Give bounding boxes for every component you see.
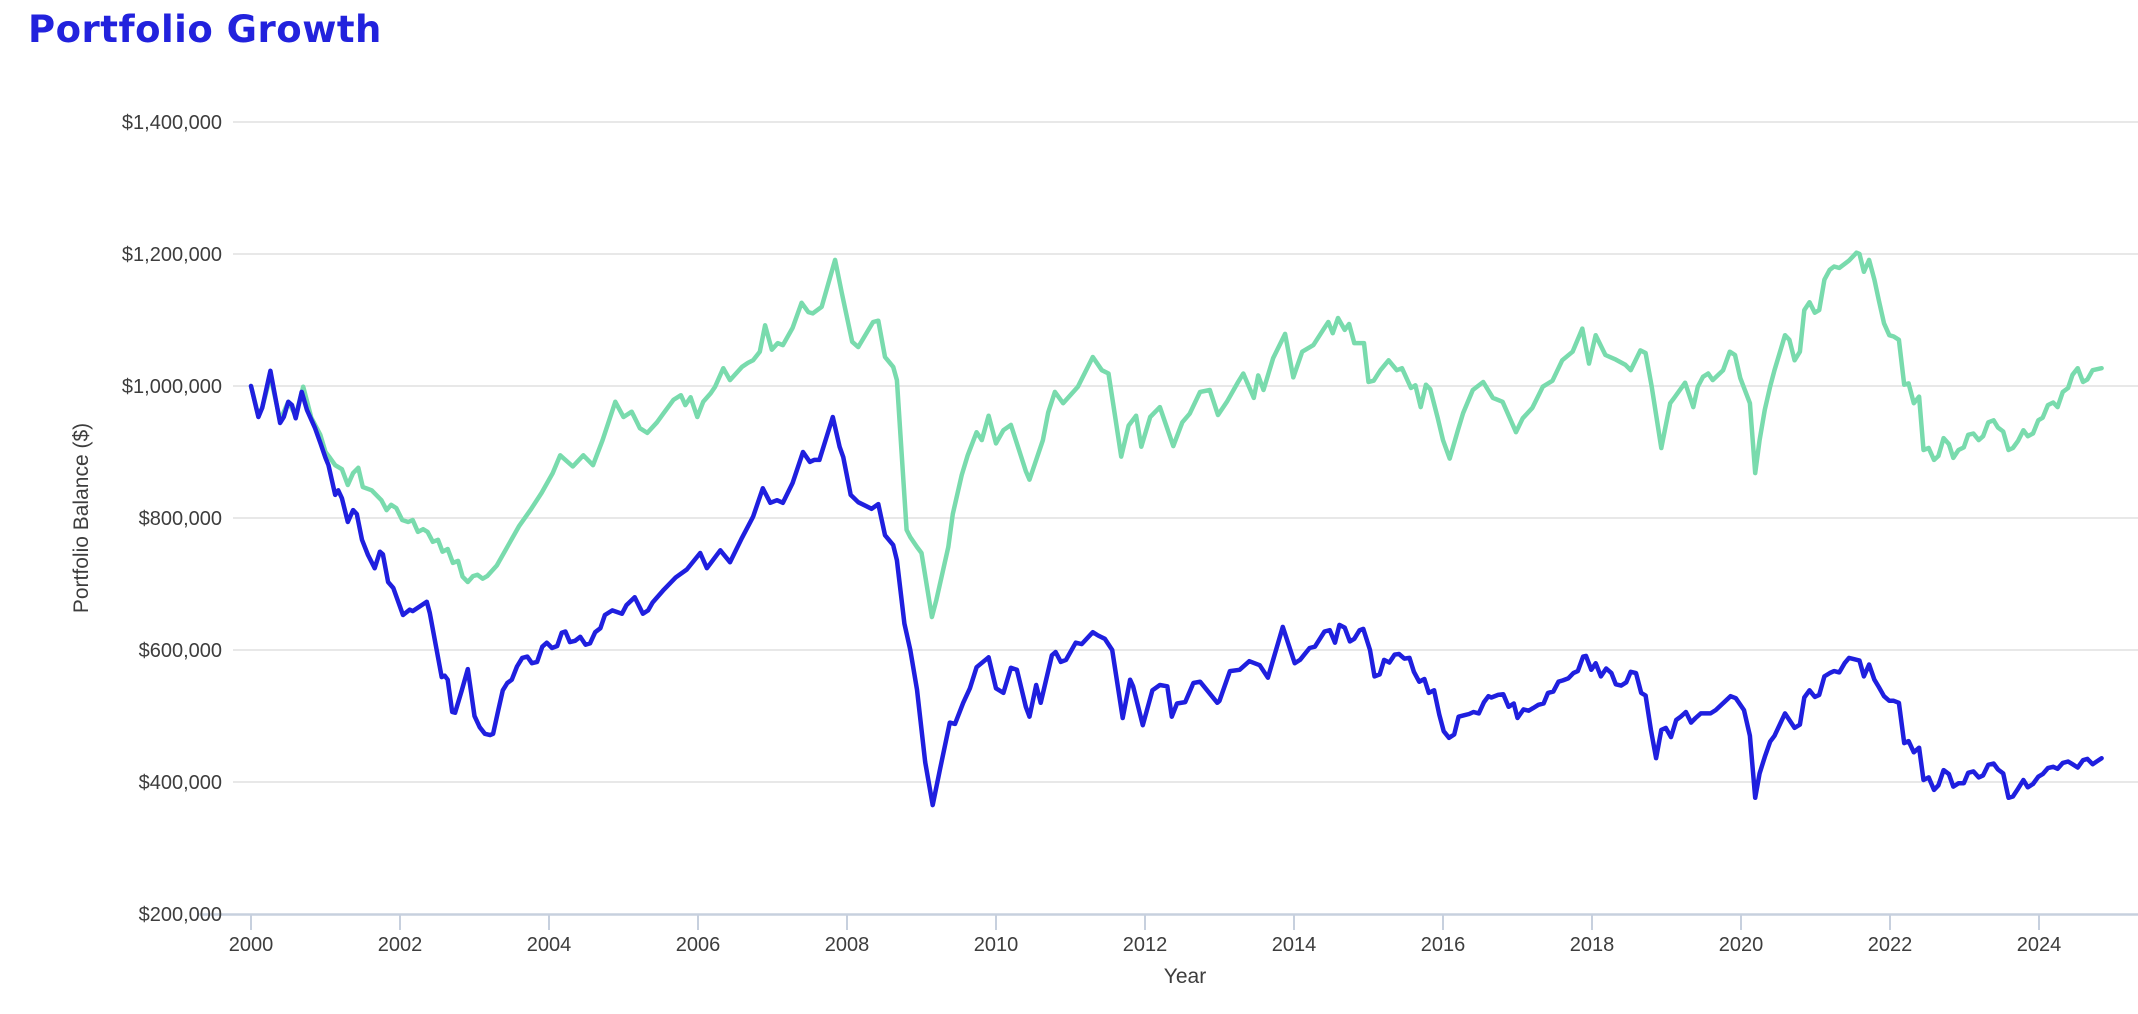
- y-tick-label: $200,000: [139, 904, 222, 926]
- x-axis-title: Year: [1164, 965, 1206, 988]
- x-tick-label: 2008: [825, 934, 870, 956]
- series-lines: [248, 250, 2104, 808]
- x-tick-label: 2004: [527, 934, 572, 956]
- x-tick-label: 2016: [1421, 934, 1466, 956]
- x-tick-label: 2006: [676, 934, 721, 956]
- tick-labels: $1,400,000 $1,200,000 $1,000,000 $800,000 $6…: [122, 112, 2061, 956]
- y-axis-title: Portfolio Balance ($): [70, 423, 93, 613]
- axes: [198, 913, 2138, 930]
- x-tick-label: 2024: [2017, 934, 2062, 956]
- y-tick-label: $600,000: [139, 640, 222, 662]
- x-tick-label: 2002: [378, 934, 423, 956]
- y-tick-label: $400,000: [139, 772, 222, 794]
- y-tick-label: $1,200,000: [122, 244, 222, 266]
- gridlines: [233, 121, 2138, 783]
- x-tick-label: 2000: [229, 934, 274, 956]
- x-tick-label: 2018: [1570, 934, 1615, 956]
- y-tick-label: $1,000,000: [122, 376, 222, 398]
- page-title: Portfolio Growth: [28, 8, 382, 51]
- series-line-blue: [248, 368, 2104, 808]
- y-tick-label: $1,400,000: [122, 112, 222, 134]
- x-tick-label: 2010: [974, 934, 1019, 956]
- x-tick-label: 2020: [1719, 934, 1764, 956]
- series-line-teal: [248, 250, 2104, 620]
- x-tick-label: 2014: [1272, 934, 1317, 956]
- x-tick-label: 2012: [1123, 934, 1168, 956]
- y-tick-label: $800,000: [139, 508, 222, 530]
- x-tick-label: 2022: [1868, 934, 1913, 956]
